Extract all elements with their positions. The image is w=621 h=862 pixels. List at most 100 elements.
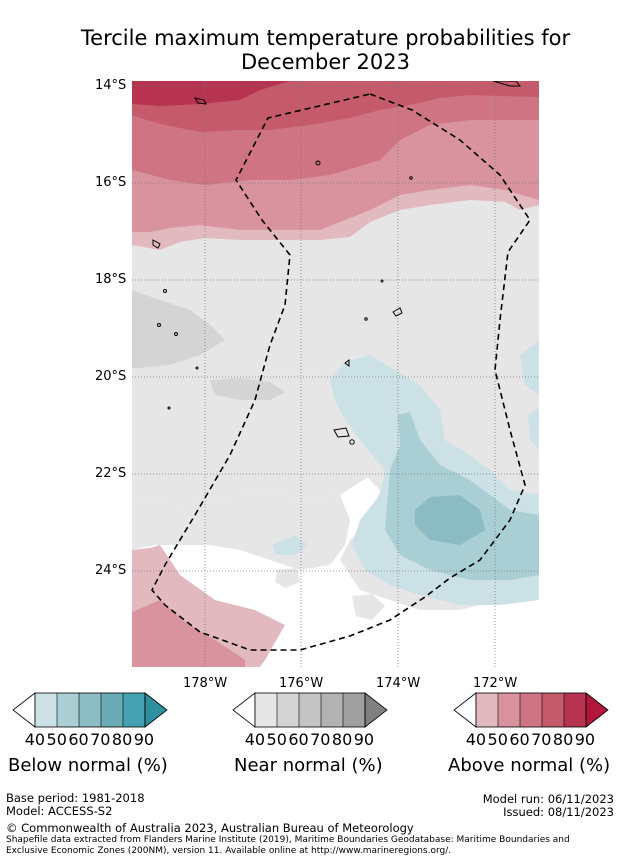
island-13 [349, 439, 355, 445]
lat-label-20s: 20°S [95, 369, 127, 384]
colorbar-near-swatch-1 [255, 693, 277, 727]
model-run: Model run: 06/11/2023 [482, 792, 614, 806]
colorbar-above-swatch-5 [564, 693, 586, 727]
colorbar-below-swatch-3 [79, 693, 101, 727]
lat-label-24s: 24°S [95, 563, 127, 578]
colorbar-below-ticks: 40 50 60 70 80 90 [24, 730, 155, 749]
tick-label: 90 [353, 730, 375, 749]
map-area [132, 81, 539, 667]
island-2 [315, 160, 321, 166]
lon-label-178w: 178°W [183, 676, 228, 691]
below-normal-40-east-2 [528, 408, 539, 450]
lon-label-176w: 176°W [279, 676, 324, 691]
tick-label: 40 [244, 730, 266, 749]
island-11 [344, 359, 350, 367]
lon-label-172w: 172°W [473, 676, 518, 691]
lat-label-18s: 18°S [95, 272, 127, 287]
near-normal-50-patch [210, 378, 285, 400]
above-normal-50-south [132, 600, 245, 667]
tick-label: 40 [24, 730, 46, 749]
island-8 [380, 279, 384, 283]
near-normal-caption: Near normal (%) [234, 755, 383, 776]
eez-boundary [151, 93, 531, 651]
title-line-2: December 2023 [240, 50, 410, 74]
tick-label: 70 [310, 730, 331, 749]
colorbar-near-swatch-5 [343, 693, 365, 727]
chart-title: Tercile maximum temperature probabilitie… [0, 26, 621, 74]
base-period: Base period: 1981-2018 [6, 791, 145, 805]
title-line-1: Tercile maximum temperature probabilitie… [80, 26, 571, 50]
tick-label: 70 [531, 730, 552, 749]
colorbar-above-swatch-4 [542, 693, 564, 727]
colorbar-below-swatch-4 [101, 693, 123, 727]
tick-label: 80 [111, 730, 133, 749]
tick-label: 80 [552, 730, 574, 749]
colorbar-near-swatch-3 [299, 693, 321, 727]
near-normal-patch-south [352, 594, 385, 620]
colorbar-above [453, 692, 609, 728]
near-normal-patch-2 [275, 568, 300, 588]
colorbar-near-swatch-4 [321, 693, 343, 727]
colorbar-above-swatch-3 [520, 693, 542, 727]
map-grid [132, 81, 539, 667]
model-name: Model: ACCESS-S2 [6, 804, 113, 818]
below-normal-40-east [520, 340, 539, 395]
lat-label-14s: 14°S [95, 78, 127, 93]
island-14 [492, 81, 522, 87]
colorbar-above-swatch-2 [498, 693, 520, 727]
islands [152, 81, 522, 445]
island-7 [174, 332, 178, 336]
tick-label: 50 [487, 730, 508, 749]
colorbar-near [232, 692, 388, 728]
island-16 [167, 406, 171, 410]
colorbar-below-swatch-1 [35, 693, 57, 727]
colorbar-below [12, 692, 168, 728]
colorbar-above-low-cap [453, 692, 477, 728]
colorbar-above-swatch-1 [476, 693, 498, 727]
island-12 [333, 427, 350, 438]
shapefile-credit-1: Shapefile data extracted from Flanders M… [6, 835, 570, 845]
island-9 [392, 307, 403, 317]
tick-label: 60 [509, 730, 530, 749]
colorbar-near-low-cap [232, 692, 256, 728]
issued-date: Issued: 08/11/2023 [503, 805, 614, 819]
colorbar-above-high-cap [585, 692, 609, 728]
colorbar-below-low-cap [12, 692, 36, 728]
colorbar-near-swatch-2 [277, 693, 299, 727]
colorbar-below-swatch-5 [123, 693, 145, 727]
colorbar-near-high-cap [364, 692, 388, 728]
above-normal-80 [132, 81, 290, 106]
island-3 [409, 176, 413, 180]
below-normal-caption: Below normal (%) [8, 755, 168, 776]
colorbar-near-ticks: 40 50 60 70 80 90 [244, 730, 375, 749]
tick-label: 90 [574, 730, 596, 749]
island-4 [152, 239, 161, 249]
island-10 [364, 317, 368, 321]
island-1 [193, 97, 207, 105]
below-normal-60 [415, 495, 485, 545]
copyright: © Commonwealth of Australia 2023, Austra… [6, 821, 414, 835]
tick-label: 40 [465, 730, 487, 749]
tick-label: 80 [331, 730, 353, 749]
tick-label: 90 [133, 730, 155, 749]
tick-label: 50 [266, 730, 287, 749]
above-normal-caption: Above normal (%) [448, 755, 611, 776]
below-normal-40-patch [272, 535, 308, 555]
colorbar-below-swatch-2 [57, 693, 79, 727]
shapefile-credit-2: Exclusive Economic Zones (200NM), versio… [6, 846, 452, 856]
lat-label-22s: 22°S [95, 466, 127, 481]
lat-label-16s: 16°S [95, 175, 127, 190]
lon-label-174w: 174°W [376, 676, 421, 691]
island-15 [195, 366, 199, 370]
island-6 [157, 323, 161, 327]
island-5 [163, 289, 167, 293]
near-normal-50-west [132, 290, 225, 368]
tick-label: 60 [288, 730, 309, 749]
colorbar-above-ticks: 40 50 60 70 80 90 [465, 730, 596, 749]
colorbar-below-high-cap [144, 692, 168, 728]
below-normal-50 [385, 412, 539, 580]
tick-label: 60 [68, 730, 89, 749]
tick-label: 70 [90, 730, 111, 749]
tick-label: 50 [46, 730, 67, 749]
